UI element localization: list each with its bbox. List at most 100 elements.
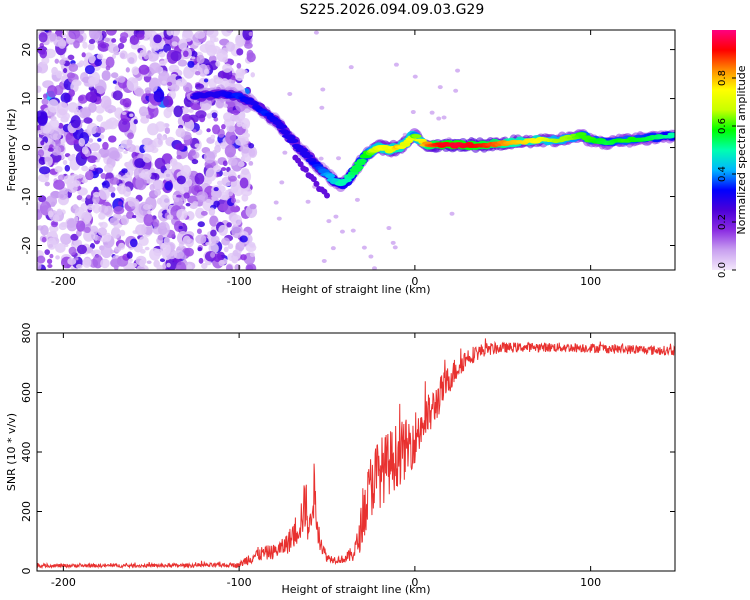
spectrogram-ridge-cell bbox=[356, 158, 367, 164]
spectrogram-noise-blob bbox=[113, 264, 119, 270]
spectrogram-noise-blob bbox=[98, 212, 106, 220]
spectrogram-y-tick-label: 0 bbox=[20, 144, 33, 151]
spectrogram-noise-blob bbox=[87, 43, 95, 51]
spectrogram-noise-blob bbox=[101, 70, 111, 81]
spectrogram-noise-blob bbox=[67, 102, 79, 113]
spectrogram-noise-blob bbox=[100, 244, 113, 259]
spectrogram-noise-blob bbox=[191, 158, 199, 165]
spectrogram-noise-blob bbox=[135, 176, 147, 191]
spectrogram-noise-blob bbox=[64, 164, 71, 172]
spectrogram-noise-blob bbox=[276, 216, 282, 221]
spectrogram-noise-blob bbox=[221, 237, 230, 246]
spectrogram-ridge-cell bbox=[304, 154, 314, 159]
colorbar-tick-label: 0.4 bbox=[717, 166, 728, 182]
spectrogram-noise-blob bbox=[95, 126, 106, 134]
spectrogram-x-tick-label: 0 bbox=[411, 275, 418, 288]
spectrogram-noise-blob bbox=[44, 249, 51, 255]
spectrogram-noise-blob bbox=[198, 257, 204, 264]
spectrogram-noise-blob bbox=[82, 41, 88, 49]
spectrogram-noise-blob bbox=[100, 258, 110, 269]
snr-x-ticks: -200 -100 0 100 bbox=[51, 333, 601, 589]
spectrogram-noise-blob bbox=[129, 238, 138, 248]
spectrogram-noise-blob bbox=[186, 264, 193, 270]
spectrogram-noise-blob bbox=[222, 171, 229, 177]
spectrogram-noise-blob bbox=[138, 64, 150, 75]
spectrogram-noise-blob bbox=[246, 49, 254, 59]
spectrogram-noise-blob bbox=[146, 260, 152, 264]
spectrogram-noise-blob bbox=[37, 212, 41, 217]
spectrogram-noise-blob bbox=[141, 137, 153, 146]
spectrogram-noise-blob bbox=[203, 68, 210, 75]
spectrogram-noise-blob bbox=[41, 98, 49, 106]
spectrogram-noise-blob bbox=[222, 57, 228, 63]
spectrogram-noise-blob bbox=[49, 33, 56, 42]
spectrogram-noise-blob bbox=[86, 122, 98, 135]
spectrogram-noise-blob bbox=[52, 214, 60, 223]
spectrogram-noise-blob bbox=[78, 107, 91, 119]
spectrogram-noise-blob bbox=[88, 54, 96, 64]
spectrogram-noise-blob bbox=[150, 47, 157, 52]
spectrogram-noise-blob bbox=[81, 52, 86, 58]
spectrogram-noise-blob bbox=[59, 59, 66, 65]
spectrogram-noise-blob bbox=[53, 179, 65, 190]
spectrogram-noise-blob bbox=[120, 32, 129, 39]
spectrogram-noise-blob bbox=[86, 203, 96, 211]
spectrogram-noise-blob bbox=[207, 179, 212, 185]
spectrogram-noise-blob bbox=[105, 30, 117, 36]
spectrogram-noise-blob bbox=[76, 244, 88, 255]
spectrogram-noise-blob bbox=[58, 122, 64, 129]
spectrogram-noise-blob bbox=[72, 203, 78, 210]
spectrogram-noise-blob bbox=[203, 78, 209, 83]
spectrogram-noise-blob bbox=[51, 70, 63, 83]
spectrogram-noise-blob bbox=[139, 49, 147, 57]
spectrogram-ridge-cell bbox=[290, 138, 299, 143]
spectrogram-noise-blob bbox=[390, 240, 396, 245]
spectrogram-noise-blob bbox=[222, 63, 232, 73]
spectrogram-noise-blob bbox=[135, 224, 147, 236]
spectrogram-noise-blob bbox=[182, 50, 189, 58]
spectrogram-noise-blob bbox=[183, 65, 195, 79]
spectrogram-noise-blob bbox=[227, 243, 234, 250]
spectrogram-noise-blob bbox=[83, 226, 91, 234]
spectrogram-y-tick-label: -10 bbox=[20, 188, 33, 206]
spectrogram-noise-blob bbox=[249, 203, 257, 210]
spectrogram-noise-blob bbox=[51, 145, 62, 156]
spectrogram-noise-blob bbox=[195, 234, 207, 245]
spectrogram-noise-blob bbox=[97, 138, 102, 142]
spectrogram-noise-blob bbox=[197, 247, 203, 252]
spectrogram-noise-blob bbox=[155, 121, 166, 132]
spectrogram-noise-blob bbox=[273, 200, 279, 205]
spectrogram-noise-blob bbox=[159, 194, 170, 209]
spectrogram-noise-blob bbox=[51, 230, 58, 238]
spectrogram-noise-blob bbox=[41, 236, 47, 243]
snr-series-line bbox=[37, 338, 675, 570]
spectrogram-noise-blob bbox=[54, 165, 63, 173]
spectrogram-noise-blob bbox=[54, 58, 59, 64]
spectrogram-noise-blob bbox=[138, 236, 149, 247]
spectrogram-noise-blob bbox=[114, 246, 122, 253]
spectrogram-noise-blob bbox=[132, 215, 137, 219]
colorbar-tick-label: 0.6 bbox=[717, 118, 728, 134]
spectrogram-noise-blob bbox=[167, 81, 173, 86]
spectrogram-noise-blob bbox=[186, 238, 194, 244]
spectrogram-noise-blob bbox=[249, 252, 255, 258]
spectrogram-noise-blob bbox=[221, 30, 233, 37]
spectrogram-noise-blob bbox=[110, 192, 116, 198]
spectrogram-noise-blob bbox=[242, 132, 251, 139]
spectrogram-noise-blob bbox=[76, 194, 83, 201]
spectrogram-noise-blob bbox=[171, 41, 178, 47]
spectrogram-noise-blob bbox=[192, 201, 199, 207]
spectrogram-noise-blob bbox=[56, 208, 63, 216]
spectrogram-noise-blob bbox=[144, 87, 152, 94]
spectrogram-noise-blob bbox=[78, 137, 86, 147]
spectrogram-noise-blob bbox=[226, 264, 233, 270]
spectrogram-noise-blob bbox=[88, 30, 101, 40]
spectrogram-noise-blob bbox=[48, 118, 60, 130]
spectrogram-noise-blob bbox=[282, 150, 288, 155]
spectrogram-noise-blob bbox=[227, 157, 238, 166]
spectrogram-noise-blob bbox=[96, 53, 104, 60]
spectrogram-noise-blob bbox=[386, 226, 392, 231]
spectrogram-noise-blob bbox=[157, 234, 164, 241]
spectrogram-noise-blob bbox=[248, 146, 258, 158]
